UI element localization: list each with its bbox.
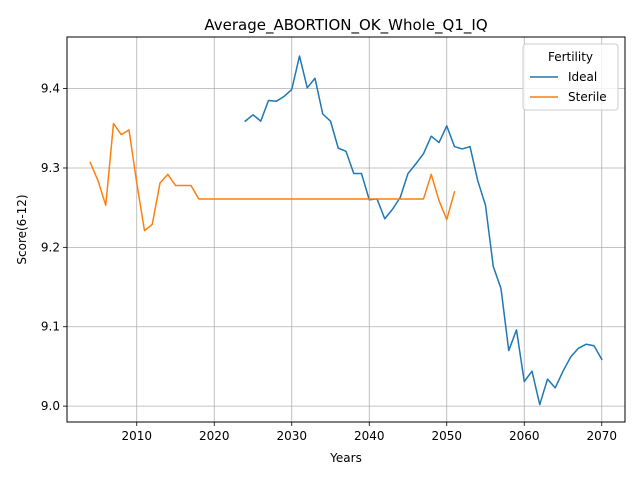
x-tick-label: 2060	[509, 429, 540, 443]
chart-title: Average_ABORTION_OK_Whole_Q1_IQ	[204, 16, 487, 35]
y-axis: 9.0 9.1 9.2 9.3 9.4	[41, 82, 67, 413]
y-tick-label: 9.1	[41, 320, 60, 334]
series-layer	[89, 55, 603, 406]
x-tick-label: 2040	[354, 429, 385, 443]
legend-box	[522, 43, 619, 111]
x-tick-label: 2020	[199, 429, 230, 443]
y-tick-label: 9.0	[41, 399, 60, 413]
legend-title: Fertility	[548, 50, 593, 64]
legend-label-ideal: Ideal	[568, 70, 597, 84]
x-tick-label: 2050	[431, 429, 462, 443]
x-tick-label: 2070	[586, 429, 617, 443]
grid-lines	[67, 37, 625, 422]
x-tick-label: 2030	[276, 429, 307, 443]
series-line-ideal	[244, 55, 603, 406]
x-tick-label: 2010	[121, 429, 152, 443]
y-tick-label: 9.2	[41, 240, 60, 254]
x-axis-label: Years	[329, 451, 362, 465]
series-line-sterile	[89, 122, 456, 232]
x-axis: 2010 2020 2030 2040 2050 2060 2070	[121, 422, 617, 443]
legend-label-sterile: Sterile	[568, 90, 607, 104]
legend: Fertility Ideal Sterile	[522, 43, 619, 111]
plot-frame	[66, 36, 626, 423]
y-tick-label: 9.3	[41, 161, 60, 175]
y-axis-label: Score(6-12)	[15, 194, 29, 264]
y-tick-label: 9.4	[41, 82, 60, 96]
